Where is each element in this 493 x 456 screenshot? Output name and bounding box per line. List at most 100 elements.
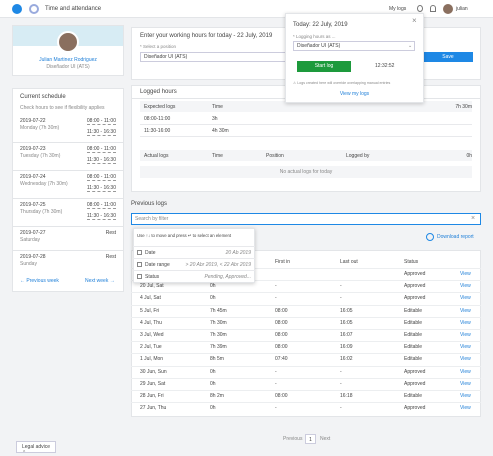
empty-text: No actual logs for today — [279, 169, 333, 175]
profile-role: Diseñador UI (ATS) — [46, 64, 90, 70]
profile-avatar — [57, 31, 79, 53]
view-link[interactable]: View — [460, 380, 471, 387]
table-cell: Editable — [404, 344, 423, 351]
search-input[interactable] — [131, 213, 481, 225]
table-cell: 28 Jun, Fri — [140, 393, 164, 399]
schedule-slot[interactable]: 11:30 - 16:30 — [86, 129, 116, 136]
search-placeholder[interactable]: Search by filter — [135, 216, 169, 222]
previous-week-label[interactable]: Previous week — [26, 278, 59, 284]
divider — [131, 402, 481, 404]
table-cell: 08:00 — [275, 307, 288, 314]
table-cell: 8h 2m — [210, 393, 224, 399]
schedule-slot[interactable]: 08:00 - 11:00 — [86, 202, 116, 209]
schedule-day: Sunday — [20, 261, 37, 267]
table-cell: 16:18 — [340, 393, 353, 399]
popup-close[interactable]: × — [412, 16, 417, 25]
schedule-day: Monday (7h 30m) — [20, 125, 60, 131]
schedule-slot[interactable]: 11:30 - 16:30 — [86, 185, 116, 192]
table-cell: 08:00-11:00 — [144, 116, 171, 122]
table-header: Actual logs — [144, 153, 169, 159]
view-link[interactable]: View — [460, 319, 471, 326]
table-cell: Editable — [404, 307, 423, 314]
download-report[interactable]: Download report — [437, 234, 474, 240]
download-icon[interactable] — [426, 233, 434, 241]
bell-icon[interactable] — [430, 5, 436, 12]
schedule-slot[interactable]: 08:00 - 11:00 — [86, 174, 116, 181]
expected-total: 7h 30m — [455, 104, 472, 110]
table-header: Status — [404, 259, 419, 265]
view-link[interactable]: View — [460, 405, 471, 412]
item-icon — [137, 262, 142, 267]
logo[interactable] — [12, 4, 22, 14]
popup-clock: 12:32:52 — [375, 63, 395, 69]
view-link[interactable]: View — [460, 295, 471, 302]
popup-label: * Logging hours as ... — [293, 34, 336, 39]
filter-value[interactable]: 20 Ab 2019 — [225, 250, 251, 256]
table-cell: - — [275, 405, 277, 412]
divider — [12, 170, 124, 171]
table-cell: 0h — [210, 295, 216, 302]
divider — [131, 316, 481, 318]
view-link[interactable]: View — [460, 332, 471, 338]
divider — [131, 377, 481, 379]
view-link[interactable]: View — [460, 307, 471, 314]
table-cell: - — [340, 283, 342, 290]
table-cell: 16:05 — [340, 307, 353, 314]
view-link[interactable]: View — [460, 393, 471, 399]
view-link[interactable]: View — [460, 283, 471, 290]
popup-select[interactable] — [293, 41, 415, 51]
table-cell: - — [275, 295, 277, 302]
table-cell: 2 Jul, Tue — [140, 344, 162, 351]
position-value[interactable]: Diseñador UI (ATS) — [144, 54, 188, 60]
filter-label[interactable]: Status — [145, 274, 160, 280]
profile-name: Julian Martinez Rodriguez — [39, 57, 97, 63]
filter-value[interactable]: Pending, Approved... — [204, 274, 251, 280]
view-link[interactable]: View — [460, 356, 471, 363]
clear-search[interactable]: × — [471, 215, 476, 222]
filter-label[interactable]: Date — [145, 250, 156, 256]
view-my-logs[interactable]: View my logs — [339, 91, 370, 97]
clock-icon[interactable] — [417, 5, 423, 12]
user-name[interactable]: julian — [456, 6, 468, 12]
filter-label[interactable]: Date range — [145, 262, 170, 268]
divider — [131, 304, 481, 306]
start-log-button[interactable]: Start log — [297, 61, 351, 72]
divider — [131, 329, 481, 330]
pagination-next[interactable]: Next — [320, 436, 331, 442]
save-button[interactable]: Save — [423, 52, 473, 62]
schedule-title: Current schedule — [20, 94, 66, 100]
filter-dropdown — [133, 228, 255, 283]
legal-label[interactable]: Legal advice — [22, 444, 51, 450]
view-link[interactable]: View — [460, 271, 471, 277]
view-link[interactable]: View — [460, 344, 471, 351]
schedule-slot[interactable]: 08:00 - 11:00 — [86, 118, 116, 125]
view-link[interactable]: View — [460, 368, 471, 375]
app-name[interactable]: Time and attendance — [45, 6, 102, 12]
schedule-slot[interactable]: 11:30 - 16:30 — [86, 213, 116, 220]
next-week-label[interactable]: Next week — [85, 278, 109, 284]
pagination-page[interactable]: 1 — [305, 434, 316, 444]
pagination-previous[interactable]: Previous — [283, 436, 303, 442]
table-cell: - — [275, 368, 277, 375]
start-log-popup — [285, 13, 424, 103]
schedule-slot[interactable]: 08:00 - 11:00 — [86, 146, 116, 153]
my-logs-link[interactable]: My logs — [389, 6, 407, 12]
table-header: Position — [266, 153, 284, 159]
next-week[interactable]: Next week → — [85, 278, 115, 284]
table-header: Last out — [340, 259, 358, 265]
avatar[interactable] — [443, 4, 453, 14]
divider — [131, 268, 481, 269]
table-cell: Approved — [404, 283, 426, 290]
legal-advice[interactable]: Legal advice ⌃ — [16, 441, 56, 456]
popup-note-text: Logs created here will override overlapp… — [297, 81, 391, 85]
schedule-card — [12, 88, 124, 292]
table-cell: 08:00 — [275, 319, 288, 326]
table-cell: 0h — [210, 368, 216, 375]
previous-week[interactable]: ← Previous week — [20, 278, 59, 284]
popup-position[interactable]: Diseñador UI (ATS) — [297, 43, 341, 49]
table-cell: Approved — [404, 380, 426, 387]
table-cell: 8h 5m — [210, 356, 224, 363]
schedule-slot[interactable]: 11:30 - 16:30 — [86, 157, 116, 164]
filter-value[interactable]: > 20 Abr 2019, < 22 Abr 2019 — [185, 262, 251, 268]
